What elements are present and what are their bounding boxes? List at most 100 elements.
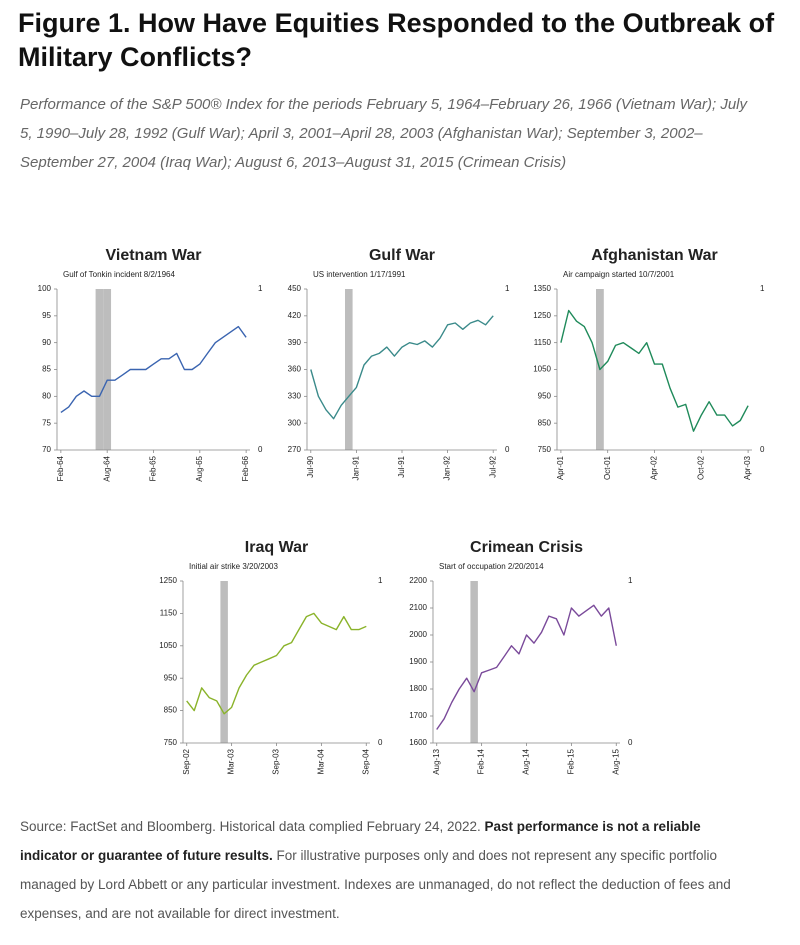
chart: Iraq War Initial air strike 3/20/2003 750 8… [159, 539, 383, 775]
x-tick-label: Mar-04 [316, 748, 325, 774]
footnote: Source: FactSet and Bloomberg. Historica… [20, 812, 760, 928]
x-tick-label: Jan-92 [443, 455, 452, 480]
y-tick-label: 70 [42, 445, 51, 454]
x-tick-label: Jul-91 [397, 455, 406, 477]
y2-tick-label: 0 [505, 445, 510, 454]
y-tick-label: 1150 [534, 338, 552, 347]
x-tick-label: Sep-04 [361, 748, 370, 774]
event-bar [220, 581, 228, 743]
y2-tick-label: 0 [378, 738, 383, 747]
y-tick-label: 1250 [533, 311, 551, 320]
x-tick-label: Sep-02 [182, 748, 191, 774]
x-tick-label: Mar-03 [227, 748, 236, 774]
x-tick-label: Feb-66 [241, 455, 250, 481]
y-tick-label: 2200 [409, 576, 427, 585]
chart-title: Iraq War [245, 539, 308, 556]
y-tick-label: 360 [288, 365, 302, 374]
y2-tick-label: 1 [378, 576, 383, 585]
x-tick-label: Aug-15 [611, 748, 620, 774]
chart-annotation: Gulf of Tonkin incident 8/2/1964 [63, 270, 175, 279]
y-tick-label: 1900 [409, 657, 427, 666]
y-tick-label: 1700 [409, 711, 427, 720]
y-tick-label: 1150 [160, 609, 178, 618]
x-tick-label: Oct-01 [603, 455, 612, 480]
y-tick-label: 270 [288, 445, 302, 454]
y-tick-label: 950 [538, 391, 552, 400]
event-bar [95, 289, 104, 450]
chart-title: Vietnam War [105, 247, 201, 264]
y-tick-label: 390 [288, 338, 302, 347]
footnote-text: For illustrative purposes only and does … [20, 848, 731, 921]
x-tick-label: Sep-03 [272, 748, 281, 774]
y-tick-label: 750 [164, 738, 178, 747]
x-tick-label: Apr-01 [556, 455, 565, 480]
figure-subtitle: Performance of the S&P 500® Index for th… [20, 96, 747, 171]
index-line [310, 315, 494, 420]
y-tick-label: 90 [42, 338, 51, 347]
chart: Vietnam War Gulf of Tonkin incident 8/2/1… [38, 247, 263, 482]
y-tick-label: 100 [38, 284, 52, 293]
x-tick-label: Feb-64 [56, 455, 65, 481]
x-tick-label: Aug-14 [522, 748, 531, 774]
y-tick-label: 80 [42, 391, 51, 400]
y-tick-label: 1050 [533, 365, 551, 374]
y-tick-label: 1600 [409, 738, 427, 747]
y-tick-label: 850 [538, 418, 552, 427]
chart-annotation: US intervention 1/17/1991 [313, 270, 406, 279]
event-bar [103, 289, 112, 450]
x-tick-label: Feb-65 [149, 455, 158, 481]
y2-tick-label: 0 [760, 445, 765, 454]
y-tick-label: 85 [42, 365, 51, 374]
x-tick-label: Apr-02 [650, 455, 659, 480]
y-tick-label: 1350 [533, 284, 551, 293]
y-tick-label: 850 [164, 706, 178, 715]
index-line [560, 309, 749, 432]
y2-tick-label: 0 [258, 445, 263, 454]
y2-tick-label: 1 [505, 284, 510, 293]
chart-annotation: Start of occupation 2/20/2014 [439, 562, 544, 571]
x-tick-label: Aug-13 [432, 748, 441, 774]
y-tick-label: 2000 [409, 630, 427, 639]
chart: Gulf War US intervention 1/17/1991 270 300 3… [288, 247, 510, 480]
y2-tick-label: 0 [628, 738, 633, 747]
y-tick-label: 330 [288, 391, 302, 400]
chart-title: Gulf War [369, 247, 435, 264]
x-tick-label: Feb-15 [566, 748, 575, 774]
index-line [436, 604, 617, 730]
x-tick-label: Aug-65 [195, 455, 204, 481]
index-line [186, 612, 367, 715]
y-tick-label: 950 [164, 673, 178, 682]
x-tick-label: Apr-03 [743, 455, 752, 480]
y-tick-label: 1250 [159, 576, 177, 585]
x-tick-label: Oct-02 [696, 455, 705, 480]
y-tick-label: 1050 [159, 641, 177, 650]
footnote-bold: Past performance is not a reliable indic… [20, 819, 701, 863]
y-tick-label: 95 [42, 311, 51, 320]
y-tick-label: 420 [288, 311, 302, 320]
y-tick-label: 450 [288, 284, 302, 293]
x-tick-label: Aug-64 [102, 455, 111, 481]
chart: Crimean Crisis Start of occupation 2/20/2… [409, 539, 633, 775]
x-tick-label: Feb-14 [477, 748, 486, 774]
y-tick-label: 75 [42, 418, 51, 427]
y2-tick-label: 1 [760, 284, 765, 293]
y2-tick-label: 1 [628, 576, 633, 585]
chart-annotation: Initial air strike 3/20/2003 [189, 562, 278, 571]
y2-tick-label: 1 [258, 284, 263, 293]
chart-annotation: Air campaign started 10/7/2001 [563, 270, 675, 279]
chart-title: Crimean Crisis [470, 539, 583, 556]
x-tick-label: Jul-92 [488, 455, 497, 477]
charts: Vietnam War Gulf of Tonkin incident 8/2/1… [38, 247, 765, 775]
chart: Afghanistan War Air campaign started 10/7… [533, 247, 765, 480]
event-bar [470, 581, 478, 743]
y-tick-label: 2100 [409, 603, 427, 612]
chart-title: Afghanistan War [591, 247, 718, 264]
y-tick-label: 300 [288, 418, 302, 427]
footnote-text: Source: FactSet and Bloomberg. Historica… [20, 819, 485, 834]
figure-title: Figure 1. How Have Equities Responded to… [18, 8, 775, 72]
x-tick-label: Jan-91 [352, 455, 361, 480]
index-line [60, 325, 247, 413]
y-tick-label: 750 [538, 445, 552, 454]
event-bar [345, 289, 353, 450]
